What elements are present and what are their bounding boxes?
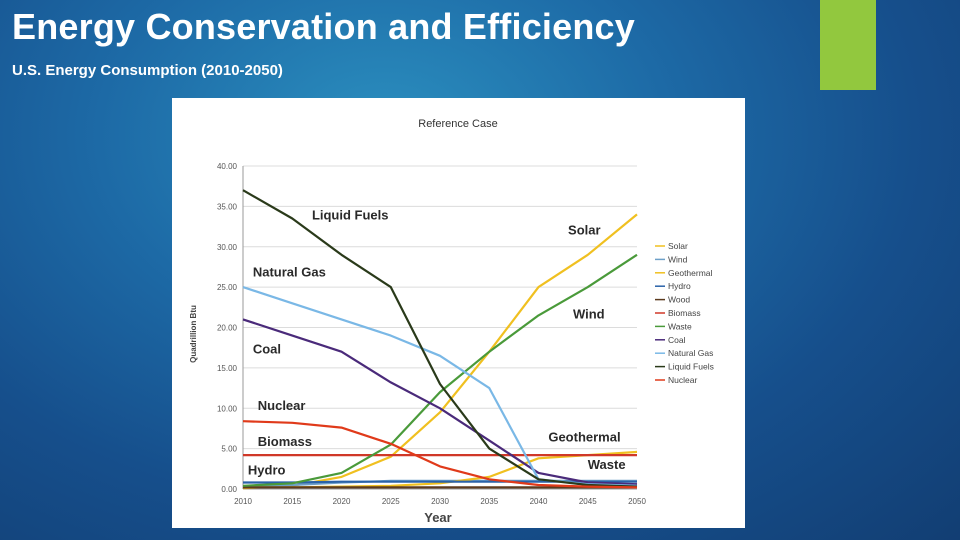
y-tick-label: 30.00 <box>217 243 238 252</box>
legend-label: Coal <box>668 335 686 345</box>
series-line-coal <box>242 318 638 486</box>
chart-panel: Reference Case 0.00 5.00 10.00 15.00 20.00 25… <box>172 98 745 528</box>
annotations: Liquid Fuels Natural Gas Coal Nuclear Biomas… <box>248 207 626 477</box>
x-tick-label: 2040 <box>530 497 548 506</box>
annotation-label: Waste <box>588 457 626 472</box>
axes: 0.00 5.00 10.00 15.00 20.00 25.00 30.00 35.00 40… <box>217 162 646 506</box>
y-tick-label: 5.00 <box>221 445 237 454</box>
legend-label: Hydro <box>668 281 691 291</box>
annotation-label: Coal <box>253 341 281 356</box>
x-tick-label: 2050 <box>628 497 646 506</box>
legend-label: Natural Gas <box>668 348 713 358</box>
y-tick-label: 40.00 <box>217 162 238 171</box>
annotation-label: Biomass <box>258 434 312 449</box>
y-tick-label: 35.00 <box>217 202 238 211</box>
y-tick-label: 15.00 <box>217 364 238 373</box>
annotation-label: Liquid Fuels <box>312 207 389 222</box>
annotation-label: Geothermal <box>548 429 620 444</box>
legend: Solar Wind Geothermal Hydro Wood Biomass Waste… <box>655 241 714 385</box>
legend-label: Waste <box>668 321 692 331</box>
series-line-waste <box>242 253 638 487</box>
y-tick-label: 25.00 <box>217 283 238 292</box>
legend-label: Biomass <box>668 308 701 318</box>
accent-bar <box>820 0 876 90</box>
legend-label: Liquid Fuels <box>668 362 714 372</box>
legend-label: Nuclear <box>668 375 697 385</box>
x-tick-label: 2030 <box>431 497 449 506</box>
annotation-label: Nuclear <box>258 398 306 413</box>
x-axis-title: Year <box>424 510 451 525</box>
slide-subtitle: U.S. Energy Consumption (2010-2050) <box>12 62 283 79</box>
series-line-liquid-fuels <box>242 189 638 488</box>
gridlines <box>243 165 637 490</box>
annotation-label: Natural Gas <box>253 265 326 280</box>
series-lines <box>242 189 638 490</box>
y-tick-label: 0.00 <box>221 485 237 494</box>
y-tick-label: 10.00 <box>217 404 238 413</box>
x-tick-label: 2035 <box>480 497 498 506</box>
legend-label: Geothermal <box>668 268 713 278</box>
y-axis-title: Quadrillion Btu <box>189 305 198 363</box>
x-tick-label: 2020 <box>333 497 351 506</box>
slide-title: Energy Conservation and Efficiency <box>12 6 635 47</box>
x-tick-label: 2010 <box>234 497 252 506</box>
chart-title: Reference Case <box>418 118 498 130</box>
annotation-label: Solar <box>568 223 601 238</box>
x-tick-label: 2045 <box>579 497 597 506</box>
legend-label: Solar <box>668 241 688 251</box>
y-tick-label: 20.00 <box>217 324 238 333</box>
x-tick-label: 2025 <box>382 497 400 506</box>
annotation-label: Wind <box>573 307 605 322</box>
line-chart: Reference Case 0.00 5.00 10.00 15.00 20.00 25… <box>189 118 714 525</box>
x-tick-label: 2015 <box>283 497 301 506</box>
series-line-nuclear <box>242 420 638 489</box>
annotation-label: Hydro <box>248 462 286 477</box>
legend-label: Wood <box>668 295 690 305</box>
legend-label: Wind <box>668 254 688 264</box>
